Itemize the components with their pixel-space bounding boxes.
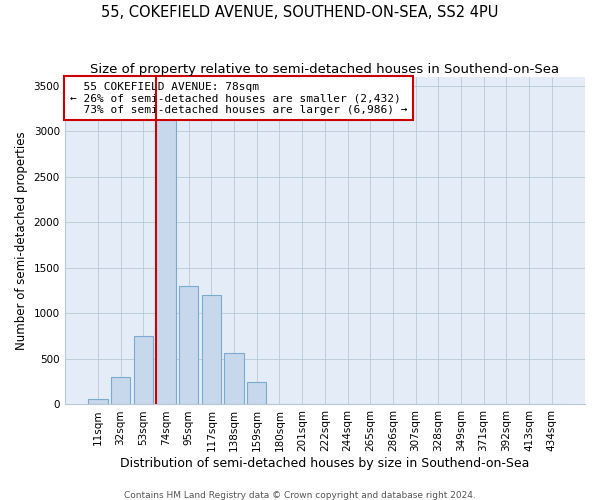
Text: 55, COKEFIELD AVENUE, SOUTHEND-ON-SEA, SS2 4PU: 55, COKEFIELD AVENUE, SOUTHEND-ON-SEA, S… (101, 5, 499, 20)
Text: Contains HM Land Registry data © Crown copyright and database right 2024.: Contains HM Land Registry data © Crown c… (124, 490, 476, 500)
Bar (202, 295, 221, 405)
X-axis label: Distribution of semi-detached houses by size in Southend-on-Sea: Distribution of semi-detached houses by … (120, 457, 530, 470)
Y-axis label: Number of semi-detached properties: Number of semi-detached properties (15, 131, 28, 350)
Title: Size of property relative to semi-detached houses in Southend-on-Sea: Size of property relative to semi-detach… (90, 62, 559, 76)
Bar (179, 286, 199, 405)
Bar (88, 400, 107, 404)
Bar (157, 100, 176, 405)
Bar (247, 382, 266, 404)
Bar (224, 352, 244, 405)
Bar (111, 377, 130, 404)
Bar (134, 336, 153, 404)
Text: 55 COKEFIELD AVENUE: 78sqm
← 26% of semi-detached houses are smaller (2,432)
  7: 55 COKEFIELD AVENUE: 78sqm ← 26% of semi… (70, 82, 407, 115)
